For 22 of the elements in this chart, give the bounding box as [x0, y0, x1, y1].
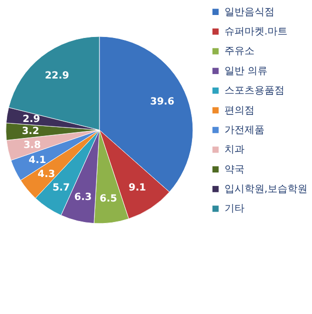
legend-label: 주유소 [224, 46, 254, 58]
data-label: 5.7 [52, 182, 70, 194]
legend-label: 치과 [224, 144, 244, 156]
data-label: 4.1 [28, 154, 46, 166]
data-label: 6.5 [100, 193, 118, 204]
legend-label: 일반음식점 [224, 6, 274, 18]
data-label: 2.9 [22, 114, 40, 126]
legend-label: 일반 의류 [224, 66, 268, 77]
legend-label: 편의점 [224, 105, 254, 116]
data-label: 4.3 [38, 168, 56, 180]
data-label: 9.1 [128, 182, 146, 194]
data-label: 3.8 [23, 140, 42, 152]
data-label: 6.3 [74, 192, 92, 203]
legend-label: 스포츠용품점 [224, 86, 284, 97]
legend-label: 약국 [224, 164, 244, 176]
legend-label: 슈퍼마켓.마트 [224, 26, 288, 38]
data-label: 22.9 [44, 70, 70, 82]
data-label: 39.6 [150, 96, 175, 108]
legend-label: 기타 [224, 204, 244, 215]
legend-label: 입시학원,보습학원 [224, 184, 308, 196]
legend-label: 가전제품 [224, 124, 264, 136]
data-label: 3.2 [22, 126, 40, 138]
